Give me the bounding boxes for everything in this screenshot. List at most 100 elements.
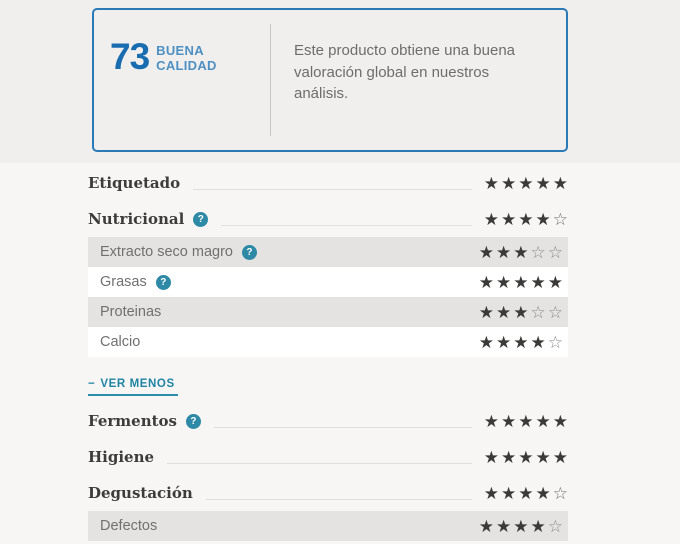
ver-menos-label: VER MENOS (100, 378, 175, 390)
score-box: 73 BUENA CALIDAD Este producto obtiene u… (92, 8, 568, 152)
star-filled-icon: ★ (535, 411, 551, 431)
star-rating: ★ ★ ★ ★ ☆ (477, 334, 563, 351)
star-filled-icon: ★ (478, 332, 494, 352)
rating-row-main: Higiene ★ ★ ★ ★ ★ (88, 439, 568, 475)
star-filled-icon: ★ (530, 272, 546, 292)
star-filled-icon: ★ (530, 516, 546, 536)
star-filled-icon: ★ (547, 272, 563, 292)
star-filled-icon: ★ (478, 242, 494, 262)
star-empty-icon: ☆ (547, 302, 563, 322)
star-filled-icon: ★ (518, 483, 534, 503)
rating-row-sub: Defectos ★ ★ ★ ★ ☆ (88, 511, 568, 541)
star-filled-icon: ★ (496, 302, 512, 322)
star-filled-icon: ★ (518, 447, 534, 467)
star-rating: ★ ★ ★ ★ ★ (482, 449, 568, 466)
rating-row-main: Nutricional? ★ ★ ★ ★ ☆ (88, 201, 568, 237)
rating-row-main: Fermentos? ★ ★ ★ ★ ★ (88, 403, 568, 439)
star-filled-icon: ★ (501, 209, 517, 229)
star-empty-icon: ☆ (552, 483, 568, 503)
score-band: 73 BUENA CALIDAD Este producto obtiene u… (0, 0, 680, 163)
star-filled-icon: ★ (501, 411, 517, 431)
rating-label: Higiene (88, 448, 155, 466)
score-grade-label: BUENA CALIDAD (156, 43, 217, 73)
star-filled-icon: ★ (483, 209, 499, 229)
star-filled-icon: ★ (496, 332, 512, 352)
star-filled-icon: ★ (513, 302, 529, 322)
minus-icon: − (88, 378, 96, 390)
star-filled-icon: ★ (478, 516, 494, 536)
star-filled-icon: ★ (483, 447, 499, 467)
leader-line (213, 426, 472, 428)
star-filled-icon: ★ (513, 272, 529, 292)
rating-row-main: Etiquetado ★ ★ ★ ★ ★ (88, 165, 568, 201)
star-filled-icon: ★ (496, 516, 512, 536)
rating-label: Etiquetado (88, 174, 181, 192)
score-summary: 73 BUENA CALIDAD (94, 10, 270, 150)
star-rating: ★ ★ ★ ★ ★ (477, 274, 563, 291)
star-filled-icon: ★ (552, 447, 568, 467)
star-rating: ★ ★ ★ ★ ☆ (477, 518, 563, 535)
star-filled-icon: ★ (501, 173, 517, 193)
leader-line (167, 462, 472, 464)
star-filled-icon: ★ (552, 173, 568, 193)
star-rating: ★ ★ ★ ★ ☆ (482, 211, 568, 228)
star-empty-icon: ☆ (547, 242, 563, 262)
rating-label: Proteinas (100, 304, 162, 320)
star-empty-icon: ☆ (547, 516, 563, 536)
help-icon[interactable]: ? (155, 274, 171, 290)
ratings-list: Etiquetado ★ ★ ★ ★ ★ Nutricional? ★ ★ ★ ★ ☆ Extracto… (88, 165, 568, 541)
rating-row-sub: Calcio ★ ★ ★ ★ ☆ (88, 327, 568, 357)
score-box-divider (270, 24, 271, 136)
rating-row-sub: Grasas? ★ ★ ★ ★ ★ (88, 267, 568, 297)
star-filled-icon: ★ (535, 173, 551, 193)
star-filled-icon: ★ (483, 411, 499, 431)
help-icon[interactable]: ? (241, 244, 257, 260)
star-filled-icon: ★ (535, 447, 551, 467)
leader-line (193, 188, 472, 190)
score-grade-line2: CALIDAD (156, 58, 217, 73)
leader-line (221, 224, 472, 226)
star-filled-icon: ★ (478, 272, 494, 292)
rating-label: Degustación (88, 484, 193, 502)
score-grade-line1: BUENA (156, 43, 204, 58)
star-filled-icon: ★ (483, 483, 499, 503)
rating-row-sub: Proteinas ★ ★ ★ ☆ ☆ (88, 297, 568, 327)
star-filled-icon: ★ (483, 173, 499, 193)
star-filled-icon: ★ (501, 483, 517, 503)
star-filled-icon: ★ (513, 242, 529, 262)
star-filled-icon: ★ (535, 209, 551, 229)
star-filled-icon: ★ (518, 209, 534, 229)
star-rating: ★ ★ ★ ★ ★ (482, 413, 568, 430)
ver-menos-row: − VER MENOS (88, 374, 568, 398)
rating-label: Nutricional (88, 210, 185, 228)
star-filled-icon: ★ (478, 302, 494, 322)
star-rating: ★ ★ ★ ★ ☆ (482, 485, 568, 502)
rating-row-sub: Extracto seco magro? ★ ★ ★ ☆ ☆ (88, 237, 568, 267)
leader-line (205, 498, 472, 500)
star-empty-icon: ☆ (552, 209, 568, 229)
rating-label: Grasas (100, 274, 147, 290)
star-filled-icon: ★ (501, 447, 517, 467)
star-filled-icon: ★ (496, 272, 512, 292)
star-empty-icon: ☆ (547, 332, 563, 352)
rating-label: Calcio (100, 334, 141, 350)
score-description: Este producto obtiene una buena valoraci… (294, 42, 516, 102)
star-rating: ★ ★ ★ ☆ ☆ (477, 304, 563, 321)
help-icon[interactable]: ? (185, 413, 201, 429)
star-filled-icon: ★ (513, 332, 529, 352)
ver-menos-link[interactable]: − VER MENOS (88, 378, 178, 396)
star-filled-icon: ★ (552, 411, 568, 431)
score-value: 73 (110, 36, 150, 77)
star-rating: ★ ★ ★ ☆ ☆ (477, 244, 563, 261)
star-filled-icon: ★ (513, 516, 529, 536)
star-empty-icon: ☆ (530, 302, 546, 322)
star-filled-icon: ★ (496, 242, 512, 262)
rating-label: Defectos (100, 518, 158, 534)
star-filled-icon: ★ (530, 332, 546, 352)
rating-row-main: Degustación ★ ★ ★ ★ ☆ (88, 475, 568, 511)
help-icon[interactable]: ? (193, 211, 209, 227)
star-rating: ★ ★ ★ ★ ★ (482, 175, 568, 192)
star-empty-icon: ☆ (530, 242, 546, 262)
rating-label: Extracto seco magro (100, 244, 233, 260)
